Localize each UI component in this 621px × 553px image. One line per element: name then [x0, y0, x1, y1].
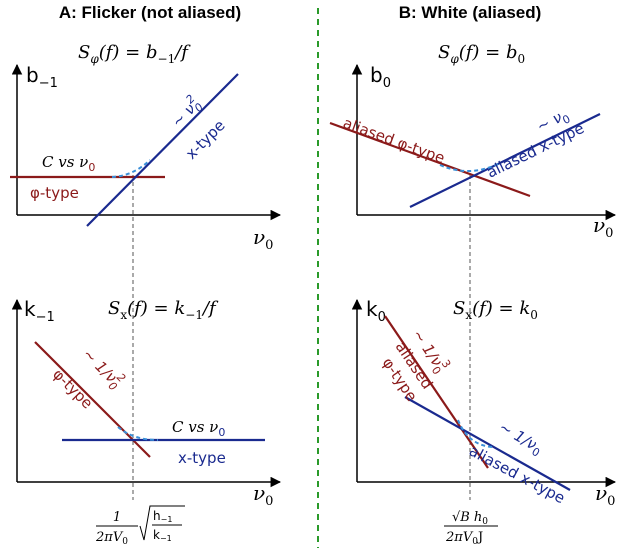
y-axis-label: b0 [370, 63, 391, 91]
y-axis-label: k−1 [24, 297, 55, 325]
crossover-expression-a: 1 2πV0 h−1 k−1 [95, 505, 185, 547]
y-axis-label: k0 [366, 297, 386, 325]
x-axis-label: ν0 [253, 481, 273, 509]
svg-text:√B h0: √B h0 [452, 510, 488, 527]
formula: Sφ(f) = b0 [438, 42, 525, 66]
svg-text:k−1: k−1 [153, 528, 172, 543]
x-type-label: x-type [178, 449, 226, 467]
svg-text:2πV0J: 2πV0J [445, 530, 483, 547]
formula: Sφ(f) = b−1/f [78, 42, 191, 66]
panel-a-top: b−1 ν0 Sφ(f) = b−1/f C vs ν0 φ-type ∼ ν0… [10, 42, 282, 253]
x-type-line [404, 396, 571, 491]
y-axis-label: b−1 [26, 63, 58, 91]
panel-a-bottom: k−1 ν0 Sx(f) = k−1/f ∼ 1/ν02 φ-type C vs… [11, 297, 282, 509]
crossover-expression-b: √B h0 2πV0J [444, 510, 498, 547]
x-axis-label: ν0 [593, 213, 613, 241]
cvs-label: C vs ν0 [172, 418, 225, 439]
crossover-curve [457, 419, 493, 448]
phi-type-line [329, 121, 531, 198]
phi-type-line [384, 315, 489, 469]
panel-a-header: A: Flicker (not aliased) [59, 3, 241, 22]
x-type-line [86, 73, 239, 227]
phi-type-label: φ-type [30, 184, 79, 202]
crossover-curve [117, 426, 159, 441]
formula: Sx(f) = k0 [453, 298, 538, 322]
x-type-line [409, 113, 601, 208]
panel-b-header: B: White (aliased) [399, 3, 542, 22]
slope-label-2: ∼ 1/ν0 [495, 418, 546, 460]
x-axis-label: ν0 [253, 225, 273, 253]
slope-label: ∼ 1/ν02 [77, 342, 128, 393]
formula: Sx(f) = k−1/f [108, 298, 219, 322]
x-type-label: aliased x-type [466, 442, 568, 508]
crossover-curve [111, 159, 151, 178]
x-axis-label: ν0 [595, 481, 615, 509]
svg-text:2πV0: 2πV0 [95, 530, 128, 547]
x-type-label: aliased x-type [484, 119, 587, 182]
panel-b-bottom: k0 ν0 Sx(f) = k0 ∼ 1/ν03 aliased φ-type … [351, 297, 617, 509]
svg-text:h−1: h−1 [153, 509, 172, 524]
cvs-label: C vs ν0 [42, 153, 95, 174]
phi-type-label: φ-type [49, 365, 96, 412]
crossover-curve [439, 162, 501, 173]
phi-type-line [34, 341, 151, 458]
svg-text:1: 1 [113, 510, 121, 525]
panel-b-top: b0 ν0 Sφ(f) = b0 aliased φ-type ∼ ν0 ali… [329, 42, 617, 241]
